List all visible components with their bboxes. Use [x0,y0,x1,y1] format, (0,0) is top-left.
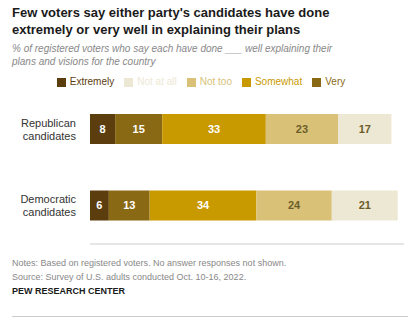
svg-text:21: 21 [359,199,371,211]
html-text:Few voters say either party's: Few voters say either party's candidates… [12,5,330,37]
svg-text:17: 17 [359,123,371,135]
svg-text:8: 8 [99,123,105,135]
html-text:Somewhat: Somewhat [255,76,303,87]
svg-text:Democraticcandidates: Democraticcandidates [20,193,76,218]
svg-text:34: 34 [197,199,210,211]
svg-text:24: 24 [288,199,301,211]
html-text:PEW RESEARCH CENTER: PEW RESEARCH CENTER [12,286,125,296]
html-text:Source: Survey of U.S. adults: Source: Survey of U.S. adults conducted … [12,272,247,282]
html-text:Not at all: Not at all [137,76,177,87]
html-text:Not too: Not too [199,76,232,87]
svg-text:15: 15 [133,123,145,135]
svg-text:23: 23 [296,123,308,135]
svg-text:6: 6 [96,199,102,211]
svg-text:Republicancandidates: Republicancandidates [21,117,77,142]
html-text:Very: Very [325,76,346,87]
svg-text:33: 33 [208,123,220,135]
svg-text:13: 13 [123,199,135,211]
html-text:Extremely: Extremely [69,76,115,87]
html-text:Notes: Based on registered vot: Notes: Based on registered voters. No an… [12,258,287,268]
html-text:% of registered voters who say: % of registered voters who say each have… [12,43,333,67]
